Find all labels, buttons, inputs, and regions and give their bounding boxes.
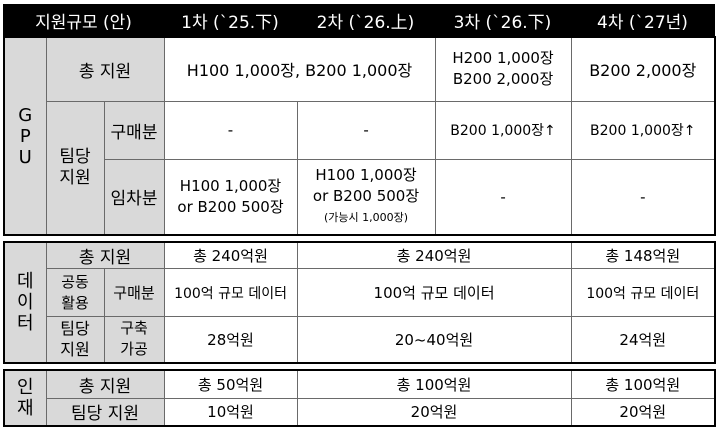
data-total-label: 총 지원 <box>45 241 165 269</box>
gpu-lease-phase-2: H100 1,000장 or B200 500장 (가능시 1,000장) <box>296 158 436 236</box>
data-total-phase-4: 총 148억원 <box>570 241 716 269</box>
talent-total-phase-4: 총 100억원 <box>570 369 716 399</box>
data-section-label: 데 이 터 <box>3 241 47 363</box>
data-build-phase-4: 24억원 <box>570 316 716 363</box>
gpu-section-label: G P U <box>3 36 47 236</box>
gpu-purchase-phase-1: - <box>163 100 298 160</box>
data-shared-phase-2-3: 100억 규모 데이터 <box>296 268 572 317</box>
gpu-lease-phase-3: - <box>434 158 572 236</box>
header-phase-3: 3차 (`26.下) <box>434 4 571 36</box>
talent-total-phase-2-3: 총 100억원 <box>296 369 572 399</box>
data-total-phase-2-3: 총 240억원 <box>296 241 572 269</box>
gpu-total-phase-3: H200 1,000장 B200 2,000장 <box>434 36 572 102</box>
data-total-phase-1: 총 240억원 <box>163 241 298 269</box>
header-phase-2: 2차 (`26.上) <box>296 4 435 36</box>
header-scale-label: 지원규모 (안) <box>3 4 164 36</box>
gpu-team-label: 팀당 지원 <box>45 100 105 236</box>
gpu-purchase-label: 구매분 <box>103 100 165 160</box>
data-purchase-label: 구매분 <box>103 268 165 317</box>
gpu-purchase-phase-3: B200 1,000장↑ <box>434 100 572 160</box>
gpu-lease-label: 임차분 <box>103 158 165 236</box>
header-row: 지원규모 (안) 1차 (`25.下) 2차 (`26.上) 3차 (`26.下… <box>3 4 715 36</box>
data-shared-phase-4: 100억 규모 데이터 <box>570 268 716 317</box>
gpu-section: G P U 총 지원 H100 1,000장, B200 1,000장 H200… <box>3 36 717 236</box>
data-shared-label: 공동 활용 <box>45 268 105 317</box>
gpu-purchase-phase-4: B200 1,000장↑ <box>570 100 716 160</box>
data-build-phase-2-3: 20~40억원 <box>296 316 572 363</box>
data-build-phase-1: 28억원 <box>163 316 298 363</box>
talent-team-phase-4: 20억원 <box>570 397 716 427</box>
data-section: 데 이 터 총 지원 총 240억원 총 240억원 총 148억원 공동 활용… <box>3 241 717 364</box>
header-phase-4: 4차 (`27년) <box>570 4 715 36</box>
gpu-total-label: 총 지원 <box>45 36 165 102</box>
gpu-lease-phase-1: H100 1,000장 or B200 500장 <box>163 158 298 236</box>
talent-team-phase-2-3: 20억원 <box>296 397 572 427</box>
gpu-total-phase-1-2: H100 1,000장, B200 1,000장 <box>163 36 436 102</box>
gpu-purchase-phase-2: - <box>296 100 436 160</box>
talent-total-label: 총 지원 <box>45 369 165 399</box>
data-shared-phase-1: 100억 규모 데이터 <box>163 268 298 317</box>
gpu-lease-phase-4: - <box>570 158 716 236</box>
gpu-total-phase-4: B200 2,000장 <box>570 36 716 102</box>
talent-section: 인 재 총 지원 총 50억원 총 100억원 총 100억원 팀당 지원 10… <box>3 369 716 427</box>
header-phase-1: 1차 (`25.下) <box>163 4 297 36</box>
data-team-label: 팀당 지원 <box>45 316 105 363</box>
talent-total-phase-1: 총 50억원 <box>163 369 298 399</box>
talent-section-label: 인 재 <box>3 369 47 427</box>
data-build-label: 구축 가공 <box>103 316 165 363</box>
talent-team-phase-1: 10억원 <box>163 397 298 427</box>
talent-team-label: 팀당 지원 <box>45 397 165 427</box>
